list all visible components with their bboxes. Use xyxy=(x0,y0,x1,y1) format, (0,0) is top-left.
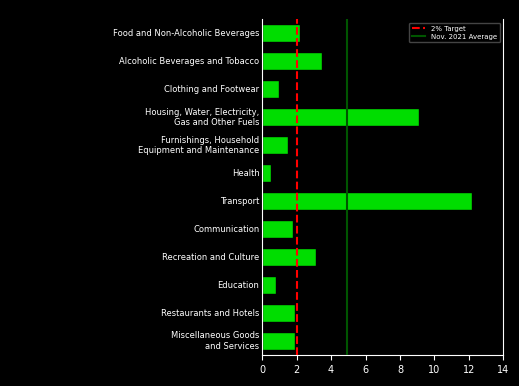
Bar xyxy=(262,24,300,42)
Legend: 2% Target, Nov. 2021 Average: 2% Target, Nov. 2021 Average xyxy=(409,23,500,42)
Bar xyxy=(262,304,295,322)
Bar xyxy=(262,52,322,70)
Bar xyxy=(262,108,419,126)
Text: Food and Non-Alcoholic Beverages: Food and Non-Alcoholic Beverages xyxy=(113,29,260,38)
Bar xyxy=(262,164,271,182)
Text: Restaurants and Hotels: Restaurants and Hotels xyxy=(161,309,260,318)
Text: Transport: Transport xyxy=(220,197,260,206)
Bar xyxy=(262,248,316,266)
Bar xyxy=(262,192,472,210)
Text: Alcoholic Beverages and Tobacco: Alcoholic Beverages and Tobacco xyxy=(119,57,260,66)
Text: Miscellaneous Goods
and Services: Miscellaneous Goods and Services xyxy=(171,332,260,351)
Text: Recreation and Culture: Recreation and Culture xyxy=(162,253,260,262)
Text: Housing, Water, Electricity,
Gas and Other Fuels: Housing, Water, Electricity, Gas and Oth… xyxy=(145,108,260,127)
Text: Communication: Communication xyxy=(193,225,260,234)
Bar xyxy=(262,332,295,350)
Bar xyxy=(262,80,279,98)
Bar xyxy=(262,276,276,294)
Text: Education: Education xyxy=(217,281,260,290)
Bar xyxy=(262,220,293,238)
Text: Clothing and Footwear: Clothing and Footwear xyxy=(165,85,260,94)
Bar xyxy=(262,136,288,154)
Text: Furnishings, Household
Equipment and Maintenance: Furnishings, Household Equipment and Mai… xyxy=(138,135,260,155)
Text: Health: Health xyxy=(232,169,260,178)
